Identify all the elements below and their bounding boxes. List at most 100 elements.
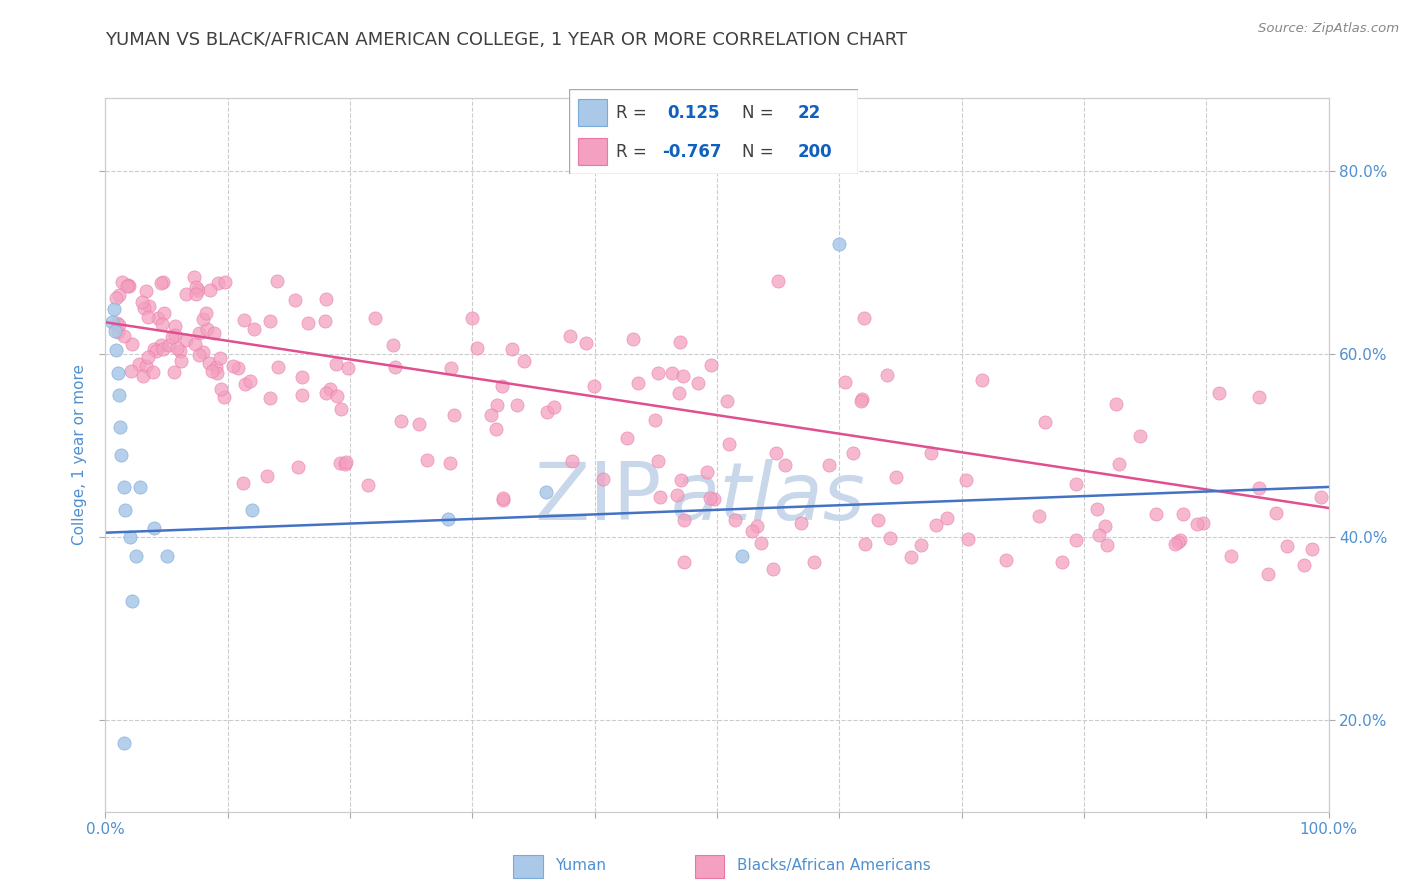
Point xyxy=(686,376,709,390)
Point xyxy=(187,283,209,297)
Point xyxy=(170,354,193,368)
Point xyxy=(232,476,254,491)
Point xyxy=(1187,517,1209,532)
Point xyxy=(105,316,128,330)
Point xyxy=(716,393,738,408)
Point xyxy=(910,538,932,552)
Point xyxy=(876,368,898,382)
Point xyxy=(209,382,232,396)
Point xyxy=(291,387,314,401)
Point xyxy=(501,343,523,357)
Point xyxy=(195,321,218,335)
Text: 0.125: 0.125 xyxy=(668,104,720,122)
Point xyxy=(187,348,209,362)
Point xyxy=(1256,566,1278,581)
Point xyxy=(212,390,235,404)
Point xyxy=(1144,507,1167,521)
Point xyxy=(335,455,357,469)
Point xyxy=(108,288,131,302)
Point xyxy=(176,287,198,301)
Point xyxy=(108,420,131,434)
Point xyxy=(762,562,785,576)
Text: N =: N = xyxy=(742,104,773,122)
Point xyxy=(103,301,125,316)
Point xyxy=(100,315,122,329)
Point xyxy=(492,491,515,505)
Point xyxy=(817,458,839,472)
Text: atlas: atlas xyxy=(671,458,865,537)
Point xyxy=(315,293,337,307)
Point xyxy=(259,314,281,328)
Point xyxy=(169,344,191,359)
Point xyxy=(325,357,347,371)
Point xyxy=(240,503,263,517)
Point xyxy=(668,386,690,401)
Point xyxy=(239,374,262,388)
Point xyxy=(121,336,143,351)
Point xyxy=(669,473,692,487)
Point xyxy=(149,276,172,290)
Point xyxy=(1094,518,1116,533)
Point xyxy=(186,280,208,294)
Point xyxy=(107,366,129,380)
Point xyxy=(291,370,314,384)
Point xyxy=(751,536,773,550)
Point xyxy=(745,519,768,533)
Point xyxy=(357,477,380,491)
Point xyxy=(461,310,484,325)
Bar xyxy=(578,138,607,165)
Point xyxy=(491,493,513,508)
Point xyxy=(647,366,669,380)
Point xyxy=(1085,502,1108,516)
Point xyxy=(842,446,865,460)
Point xyxy=(138,299,160,313)
Point xyxy=(672,368,695,383)
Point xyxy=(142,365,165,379)
Point xyxy=(699,491,721,506)
Point xyxy=(228,360,250,375)
Text: Yuman: Yuman xyxy=(555,858,606,872)
Point xyxy=(491,378,513,392)
Text: Source: ZipAtlas.com: Source: ZipAtlas.com xyxy=(1258,22,1399,36)
Point xyxy=(1265,506,1288,520)
Point xyxy=(267,359,290,374)
Point xyxy=(672,555,695,569)
Point xyxy=(166,341,188,355)
Point xyxy=(131,295,153,310)
Point xyxy=(1294,558,1316,572)
Point xyxy=(243,322,266,336)
Point xyxy=(1105,397,1128,411)
Point xyxy=(152,342,174,356)
Point xyxy=(384,359,406,374)
Point xyxy=(121,594,143,608)
Point xyxy=(1095,538,1118,552)
Point xyxy=(626,376,648,390)
Point xyxy=(319,382,342,396)
Point xyxy=(534,484,557,499)
Point xyxy=(616,431,638,445)
Point xyxy=(207,276,229,290)
Point xyxy=(183,269,205,284)
Point xyxy=(108,318,131,333)
Point xyxy=(650,491,672,505)
Point xyxy=(994,553,1017,567)
Point xyxy=(204,359,226,374)
Point xyxy=(214,275,236,289)
Bar xyxy=(578,99,607,127)
Point xyxy=(389,414,412,428)
Point xyxy=(1219,549,1241,563)
Point xyxy=(583,379,606,393)
Text: ZIP: ZIP xyxy=(534,458,662,537)
Point xyxy=(221,359,243,373)
Point xyxy=(1129,429,1152,443)
Point xyxy=(703,492,725,507)
Point xyxy=(803,555,825,569)
Y-axis label: College, 1 year or more: College, 1 year or more xyxy=(72,365,87,545)
Point xyxy=(1247,481,1270,495)
Point xyxy=(160,329,183,343)
Point xyxy=(284,293,307,307)
Point xyxy=(233,312,256,326)
FancyBboxPatch shape xyxy=(569,89,858,174)
Point xyxy=(970,373,993,387)
Point xyxy=(700,358,723,372)
